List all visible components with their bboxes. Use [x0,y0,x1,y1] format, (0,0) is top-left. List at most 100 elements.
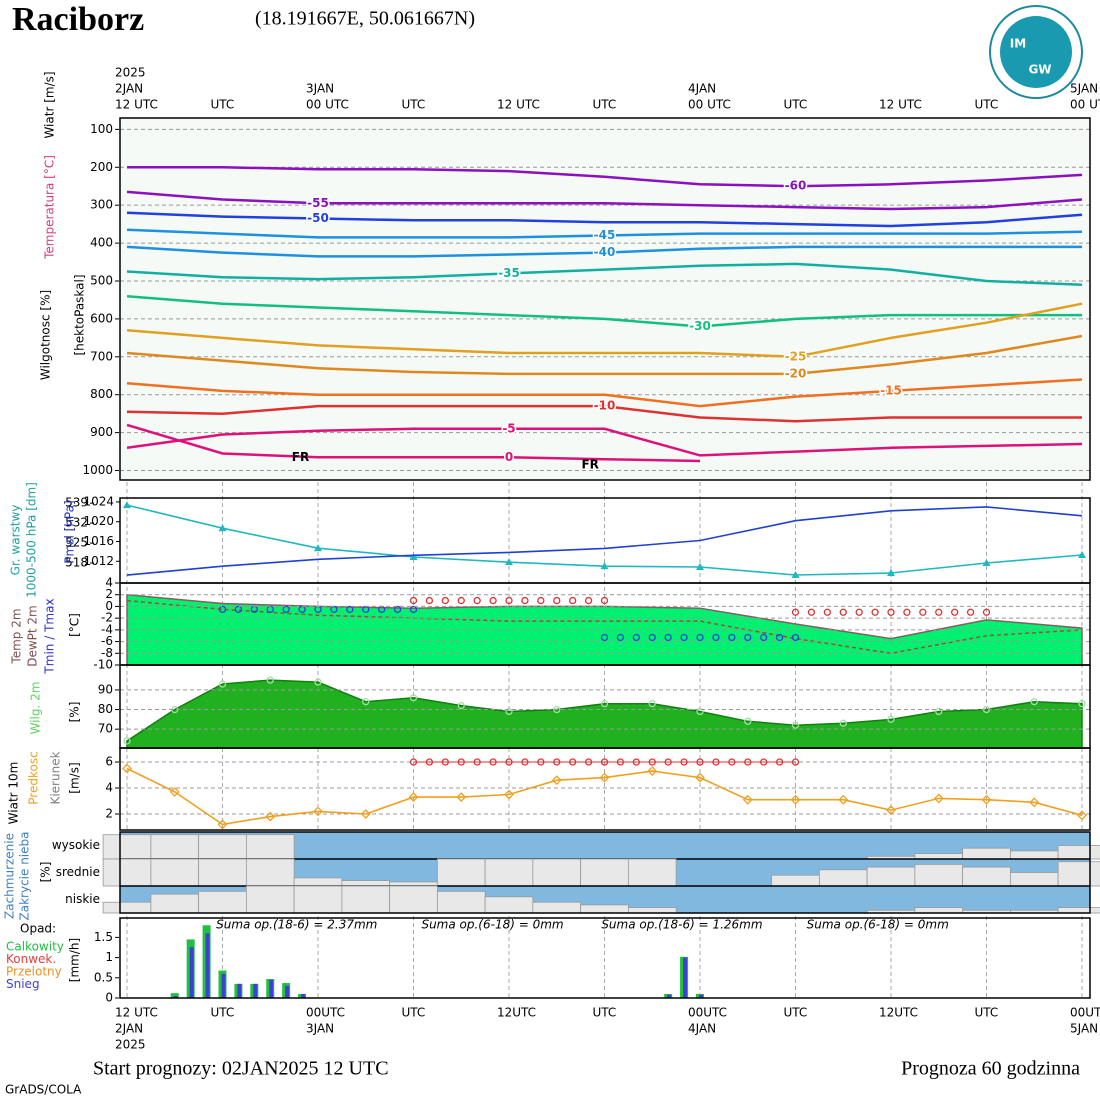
y-tick-label: 600 [90,311,113,325]
cloud-bar [627,907,677,914]
cloud-bar [341,880,391,887]
point [1078,700,1086,708]
panel-frame [119,117,1091,481]
point [981,794,992,805]
time-label: UTC [975,1006,999,1020]
precip-bar [189,947,194,998]
time-label: 00 UT [1070,98,1100,112]
y-tick-label: -4 [101,622,113,636]
isotherm [126,228,1083,239]
y-tick-label: -6 [101,634,113,648]
point [982,559,991,567]
y-tick-label: 70 [98,722,113,736]
point [600,700,609,708]
point [791,633,800,642]
point [489,758,497,766]
precip-bar [269,979,274,998]
point [791,721,800,729]
point [441,596,449,605]
forecast-start: Start prognozy: 02JAN2025 12 UTC [93,1058,389,1080]
point [409,605,418,614]
point [744,758,752,766]
point [314,544,322,552]
isotherm-label: -35 [498,266,520,280]
precip-bar [221,973,226,998]
point [599,772,610,783]
y-tick-label: 100 [90,122,113,136]
isotherm [126,423,701,463]
logo-text: GW [1028,63,1051,77]
point [600,758,609,766]
point [1078,551,1086,559]
point [933,793,944,804]
isotherm [126,245,1082,258]
point [791,758,800,766]
y-tick-label: 300 [90,198,113,212]
cloud-bar [914,864,964,887]
cloud-bar [1009,850,1059,860]
point [648,758,656,766]
legend-entry: Calkowity [6,940,64,954]
cloud-bar [627,858,677,887]
y-tick-label: 1.5 [94,930,113,944]
axis-label: Wilg. 2m [29,682,43,735]
time-label: 12UTC [879,1006,918,1020]
isotherm-label: -50 [307,211,329,225]
point [600,633,609,642]
cloud-bar [914,853,964,860]
panel-frame [119,917,1091,999]
point [521,758,529,766]
cloud-bar [293,885,343,914]
y-tick-label: -2 [101,611,113,625]
logo-disc [1000,16,1072,88]
point [521,596,529,605]
point [553,758,561,766]
point [935,608,943,616]
point [680,758,688,766]
y-tick-label: -10 [93,658,113,672]
point [537,596,545,605]
y-tick-label: 2 [105,587,113,601]
point [839,608,847,616]
panel-frame [119,831,1091,914]
point [266,676,274,684]
cloud-bar [532,901,582,914]
time-label: UTC [975,98,999,112]
point [217,819,228,830]
cloud-bar [914,907,964,914]
time-label: 3JAN [306,82,334,96]
isotherm [126,427,1083,457]
y-tick-label: 532 [65,516,88,530]
point [744,633,752,642]
time-label: 12UTC [497,1006,536,1020]
isotherm [126,262,1083,287]
y-tick-label: 80 [98,702,113,716]
point [473,758,481,766]
y-tick-label: -8 [101,646,113,660]
point [695,772,705,783]
isotherm [126,334,1083,376]
isotherm [127,166,1083,188]
time-label: 00UTC [1070,1006,1100,1020]
precip-sum: Suma op.(18-6) = 1.26mm [601,918,762,932]
point [696,758,704,766]
point [313,806,323,817]
isotherm-label: -10 [594,399,616,413]
cloud-bar [245,885,295,914]
point [569,758,577,766]
precip-bar [253,983,258,998]
time-label: UTC [402,1006,426,1020]
point [584,596,593,605]
point [744,717,752,725]
isotherm-label: -55 [307,196,329,210]
isotherm [126,190,1083,211]
point [169,787,180,797]
isotherm-label: -5 [502,421,515,435]
cloud-bar [436,891,486,914]
y-tick-label: 0.5 [94,970,113,984]
point [553,596,561,605]
y-tick-label: 1012 [83,554,114,568]
point [823,608,831,616]
cloud-bar [150,834,200,860]
legend-entry: Konwek. [6,952,56,966]
